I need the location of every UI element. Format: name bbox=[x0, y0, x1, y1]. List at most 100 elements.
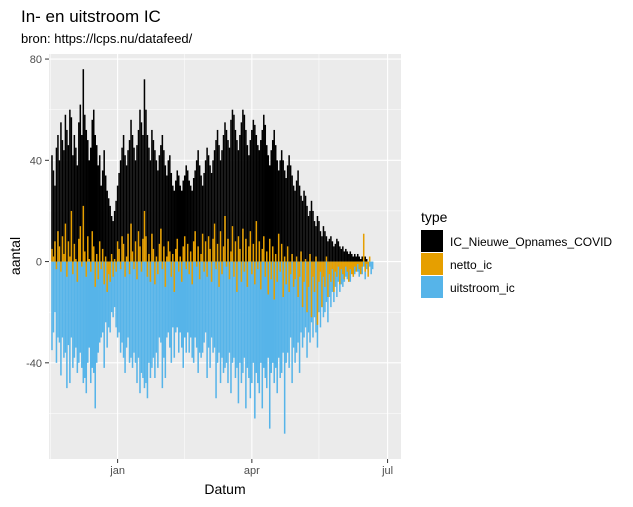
bar-ic-nieuwe-opnames-covid bbox=[183, 175, 186, 262]
bar-uitstroom-ic bbox=[197, 261, 199, 373]
bar-uitstroom-ic bbox=[304, 261, 307, 328]
bar-uitstroom-ic bbox=[216, 261, 219, 363]
bar-ic-nieuwe-opnames-covid bbox=[57, 135, 59, 262]
bar-ic-nieuwe-opnames-covid bbox=[309, 210, 311, 262]
bar-netto-ic bbox=[367, 261, 369, 277]
bar-netto-ic bbox=[60, 261, 62, 272]
bar-ic-nieuwe-opnames-covid bbox=[312, 210, 314, 262]
bar-netto-ic bbox=[189, 251, 192, 262]
bar-ic-nieuwe-opnames-covid bbox=[252, 119, 255, 262]
bar-netto-ic bbox=[95, 253, 98, 262]
bar-uitstroom-ic bbox=[210, 261, 213, 338]
bar-uitstroom-ic bbox=[121, 261, 123, 343]
bar-ic-nieuwe-opnames-covid bbox=[280, 150, 283, 262]
bar-ic-nieuwe-opnames-covid bbox=[182, 180, 184, 262]
bar-ic-nieuwe-opnames-covid bbox=[103, 150, 105, 262]
bar-ic-nieuwe-opnames-covid bbox=[161, 135, 164, 262]
bar-ic-nieuwe-opnames-covid bbox=[342, 246, 344, 262]
bar-uitstroom-ic bbox=[270, 261, 272, 373]
bar-netto-ic bbox=[207, 236, 210, 262]
y-tick-label: 40 bbox=[30, 155, 42, 167]
bar-netto-ic bbox=[285, 261, 287, 285]
bar-uitstroom-ic bbox=[185, 261, 187, 353]
chart-title: In- en uitstroom IC bbox=[21, 7, 161, 26]
bar-uitstroom-ic bbox=[277, 261, 280, 358]
bar-uitstroom-ic bbox=[215, 261, 217, 399]
bar-uitstroom-ic bbox=[236, 261, 238, 368]
bar-netto-ic bbox=[137, 231, 140, 262]
bar-netto-ic bbox=[319, 261, 322, 272]
bar-ic-nieuwe-opnames-covid bbox=[255, 135, 258, 262]
bar-ic-nieuwe-opnames-covid bbox=[248, 155, 250, 262]
bar-netto-ic bbox=[345, 261, 347, 267]
bar-ic-nieuwe-opnames-covid bbox=[321, 236, 323, 262]
bar-ic-nieuwe-opnames-covid bbox=[283, 170, 286, 262]
bar-ic-nieuwe-opnames-covid bbox=[116, 185, 119, 262]
bar-netto-ic bbox=[255, 221, 258, 262]
legend-key bbox=[421, 276, 443, 298]
y-tick-label: 0 bbox=[36, 257, 42, 269]
bar-uitstroom-ic bbox=[298, 261, 301, 373]
bar-uitstroom-ic bbox=[118, 261, 120, 333]
bar-ic-nieuwe-opnames-covid bbox=[266, 145, 268, 262]
bar-netto-ic bbox=[260, 261, 262, 290]
bar-netto-ic bbox=[139, 246, 141, 262]
bar-netto-ic bbox=[84, 251, 86, 262]
bar-ic-nieuwe-opnames-covid bbox=[358, 256, 360, 262]
bar-ic-nieuwe-opnames-covid bbox=[113, 210, 116, 262]
bar-ic-nieuwe-opnames-covid bbox=[240, 122, 243, 262]
bar-ic-nieuwe-opnames-covid bbox=[359, 259, 362, 262]
bar-netto-ic bbox=[218, 261, 220, 287]
bar-uitstroom-ic bbox=[233, 261, 235, 358]
bar-uitstroom-ic bbox=[297, 261, 299, 343]
bar-netto-ic bbox=[225, 261, 228, 267]
bar-netto-ic bbox=[279, 261, 281, 272]
bar-uitstroom-ic bbox=[325, 261, 328, 303]
bar-netto-ic bbox=[309, 253, 311, 262]
bar-netto-ic bbox=[222, 246, 225, 262]
bar-netto-ic bbox=[313, 261, 316, 292]
bar-ic-nieuwe-opnames-covid bbox=[273, 129, 275, 262]
bar-uitstroom-ic bbox=[106, 261, 108, 348]
y-tick-label: -40 bbox=[26, 358, 42, 370]
bar-uitstroom-ic bbox=[127, 261, 129, 338]
bar-uitstroom-ic bbox=[257, 261, 259, 384]
bar-uitstroom-ic bbox=[234, 261, 237, 378]
bar-uitstroom-ic bbox=[192, 261, 195, 363]
bar-ic-nieuwe-opnames-covid bbox=[149, 160, 152, 262]
bar-ic-nieuwe-opnames-covid bbox=[192, 178, 195, 262]
bar-netto-ic bbox=[327, 261, 329, 297]
bar-netto-ic bbox=[167, 241, 170, 262]
bar-ic-nieuwe-opnames-covid bbox=[334, 243, 337, 262]
bar-ic-nieuwe-opnames-covid bbox=[136, 145, 138, 262]
bar-netto-ic bbox=[175, 248, 177, 262]
bar-ic-nieuwe-opnames-covid bbox=[213, 150, 216, 262]
y-axis-title: aantal bbox=[7, 237, 23, 275]
bar-ic-nieuwe-opnames-covid bbox=[163, 150, 165, 262]
bar-ic-nieuwe-opnames-covid bbox=[230, 119, 232, 262]
bar-ic-nieuwe-opnames-covid bbox=[115, 200, 117, 262]
bar-ic-nieuwe-opnames-covid bbox=[148, 147, 150, 262]
bar-uitstroom-ic bbox=[149, 261, 152, 378]
bar-uitstroom-ic bbox=[267, 261, 270, 358]
legend-label: netto_ic bbox=[450, 258, 492, 272]
bar-uitstroom-ic bbox=[246, 261, 249, 368]
bar-ic-nieuwe-opnames-covid bbox=[271, 140, 274, 262]
bar-uitstroom-ic bbox=[182, 261, 184, 368]
bar-uitstroom-ic bbox=[188, 261, 190, 353]
bar-netto-ic bbox=[113, 259, 116, 262]
bar-ic-nieuwe-opnames-covid bbox=[173, 190, 176, 262]
bar-netto-ic bbox=[358, 261, 360, 270]
bar-uitstroom-ic bbox=[255, 261, 258, 373]
bar-uitstroom-ic bbox=[163, 261, 165, 358]
bar-ic-nieuwe-opnames-covid bbox=[282, 160, 284, 262]
bar-uitstroom-ic bbox=[334, 261, 337, 287]
bar-ic-nieuwe-opnames-covid bbox=[355, 256, 358, 262]
bar-netto-ic bbox=[254, 261, 256, 285]
bar-uitstroom-ic bbox=[51, 261, 53, 351]
bar-uitstroom-ic bbox=[76, 261, 79, 373]
bar-ic-nieuwe-opnames-covid bbox=[139, 109, 141, 262]
bar-netto-ic bbox=[365, 261, 368, 265]
bar-ic-nieuwe-opnames-covid bbox=[178, 175, 180, 262]
bar-ic-nieuwe-opnames-covid bbox=[324, 231, 326, 262]
